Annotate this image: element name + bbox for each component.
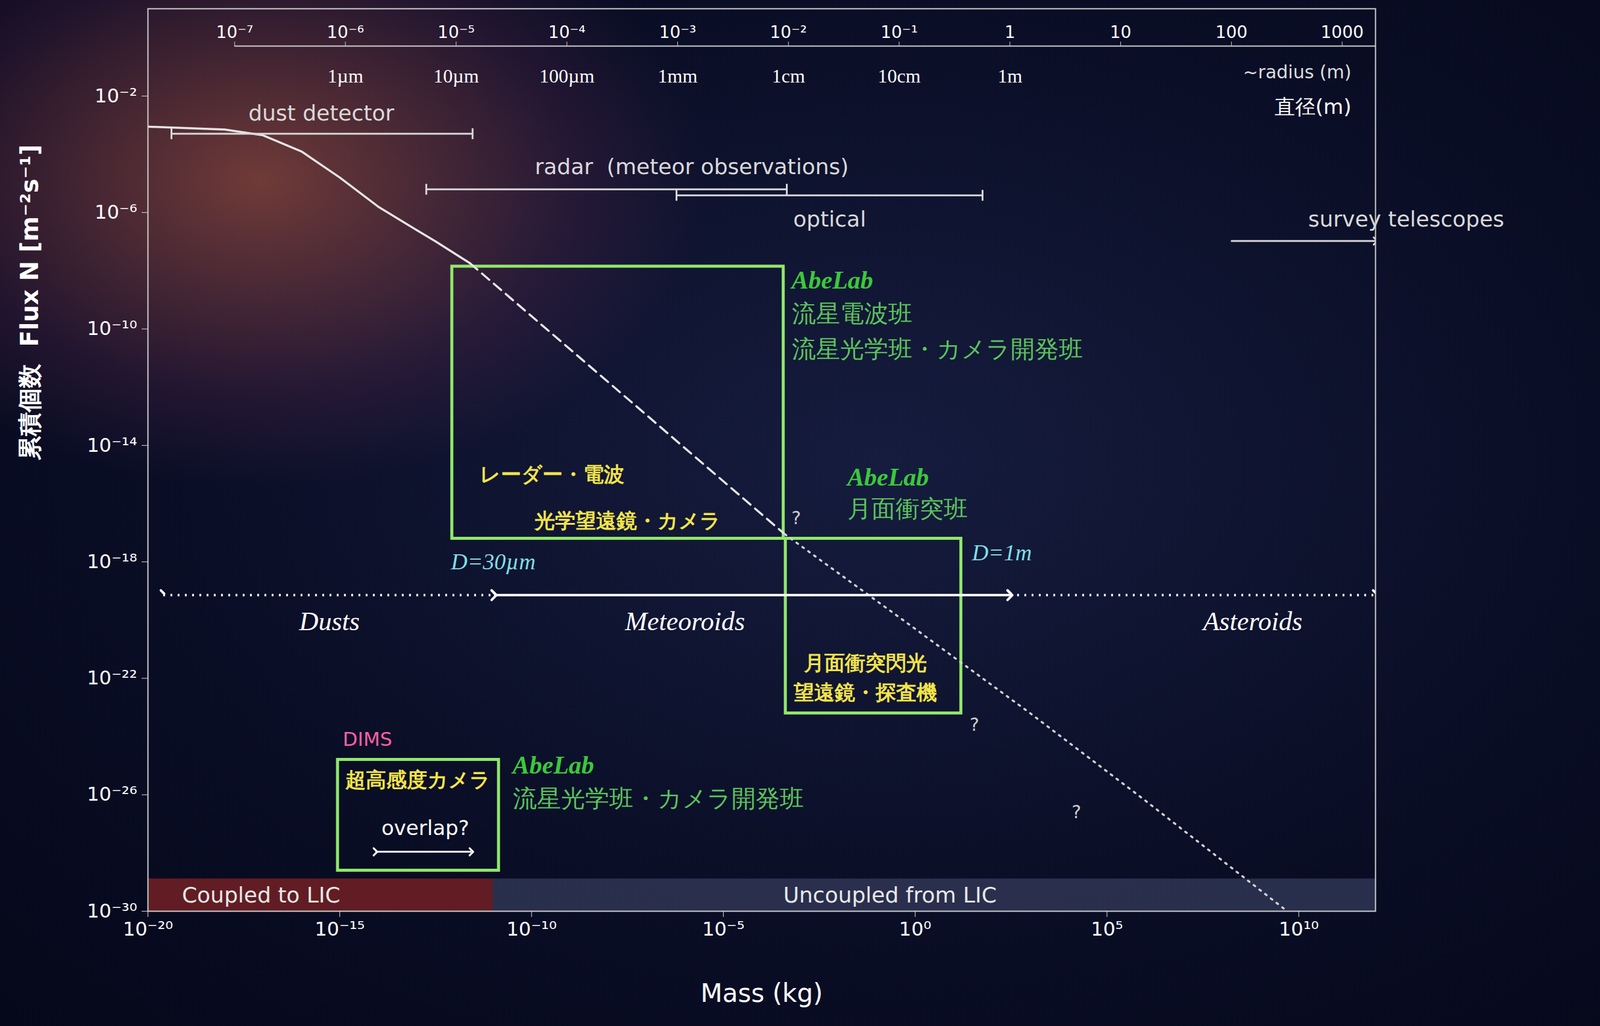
svg-text:10⁻¹: 10⁻¹	[880, 22, 918, 43]
svg-text:10⁻³: 10⁻³	[659, 22, 697, 43]
svg-text:DIMS: DIMS	[342, 727, 393, 751]
svg-text:10⁵: 10⁵	[1090, 917, 1124, 941]
svg-text:10⁻²⁰: 10⁻²⁰	[122, 917, 174, 941]
svg-text:10⁻¹⁵: 10⁻¹⁵	[314, 917, 365, 941]
svg-text:10⁻⁴: 10⁻⁴	[548, 22, 586, 43]
svg-text:累積個数 Flux N [m⁻²s⁻¹]: 累積個数 Flux N [m⁻²s⁻¹]	[15, 144, 44, 461]
svg-text:AbeLab: AbeLab	[511, 751, 595, 780]
svg-text:10⁻¹⁸: 10⁻¹⁸	[86, 550, 137, 574]
svg-text:1µm: 1µm	[327, 65, 363, 87]
svg-text:Mass (kg): Mass (kg)	[700, 978, 824, 1009]
svg-text:1: 1	[1004, 22, 1016, 43]
svg-text:Asteroids: Asteroids	[1201, 606, 1303, 637]
svg-text:1mm: 1mm	[658, 65, 698, 87]
svg-text:10⁻¹⁴: 10⁻¹⁴	[86, 433, 137, 457]
svg-text:レーダー・電波: レーダー・電波	[479, 462, 625, 487]
svg-text:10¹⁰: 10¹⁰	[1278, 917, 1319, 941]
svg-text:survey telescopes: survey telescopes	[1308, 206, 1505, 232]
svg-text:10⁻¹⁰: 10⁻¹⁰	[506, 917, 557, 941]
svg-text:10⁻³⁰: 10⁻³⁰	[86, 899, 137, 923]
svg-text:10⁻²: 10⁻²	[94, 84, 137, 108]
svg-text:10⁻²: 10⁻²	[769, 22, 807, 43]
svg-text:Meteoroids: Meteoroids	[624, 606, 745, 637]
svg-text:radar (meteor observations): radar (meteor observations)	[534, 154, 849, 179]
svg-text:望遠鏡・探査機: 望遠鏡・探査機	[793, 680, 938, 705]
svg-text:10⁻⁵: 10⁻⁵	[702, 917, 745, 941]
svg-text:10⁻¹⁰: 10⁻¹⁰	[86, 316, 137, 340]
svg-text:100µm: 100µm	[539, 65, 595, 87]
svg-text:月面衝突班: 月面衝突班	[847, 494, 968, 523]
svg-text:AbeLab: AbeLab	[845, 463, 929, 492]
svg-text:1000: 1000	[1320, 22, 1364, 43]
svg-text:10⁻⁵: 10⁻⁵	[437, 22, 475, 43]
svg-text:D=1m: D=1m	[971, 539, 1033, 566]
svg-text:1m: 1m	[997, 65, 1023, 87]
svg-text:超高感度カメラ: 超高感度カメラ	[344, 767, 491, 792]
svg-text:Dusts: Dusts	[298, 606, 360, 637]
svg-text:流星光学班・カメラ開発班: 流星光学班・カメラ開発班	[791, 335, 1083, 363]
svg-text:AbeLab: AbeLab	[790, 266, 874, 295]
svg-text:月面衝突閃光: 月面衝突閃光	[803, 650, 927, 675]
svg-text:dust detector: dust detector	[248, 100, 395, 126]
svg-text:Uncoupled from LIC: Uncoupled from LIC	[783, 882, 997, 908]
svg-text:10: 10	[1110, 22, 1132, 43]
svg-text:光学望遠鏡・カメラ: 光学望遠鏡・カメラ	[533, 508, 721, 533]
svg-text:10⁰: 10⁰	[899, 917, 932, 941]
svg-text:直径(m): 直径(m)	[1274, 94, 1352, 119]
svg-text:?: ?	[791, 506, 801, 528]
svg-text:D=30µm: D=30µm	[450, 549, 536, 575]
svg-text:overlap?: overlap?	[381, 815, 470, 841]
svg-text:optical: optical	[793, 206, 866, 232]
svg-text:流星電波班: 流星電波班	[791, 299, 913, 328]
svg-text:10⁻⁷: 10⁻⁷	[215, 22, 254, 43]
svg-text:100: 100	[1215, 22, 1248, 43]
svg-text:10µm: 10µm	[433, 65, 479, 87]
svg-text:10⁻⁶: 10⁻⁶	[326, 22, 364, 43]
svg-text:Coupled to LIC: Coupled to LIC	[181, 882, 341, 908]
svg-text:~radius (m): ~radius (m)	[1242, 61, 1352, 83]
svg-text:1cm: 1cm	[771, 65, 806, 87]
svg-text:?: ?	[1071, 801, 1082, 823]
svg-text:10⁻²²: 10⁻²²	[86, 666, 137, 690]
svg-text:10⁻⁶: 10⁻⁶	[94, 200, 137, 224]
svg-text:?: ?	[969, 714, 980, 736]
svg-text:流星光学班・カメラ開発班: 流星光学班・カメラ開発班	[512, 784, 804, 813]
svg-text:10⁻²⁶: 10⁻²⁶	[86, 782, 137, 806]
svg-text:10cm: 10cm	[877, 65, 921, 87]
